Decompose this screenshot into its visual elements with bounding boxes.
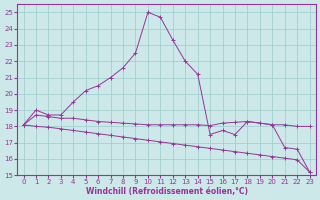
X-axis label: Windchill (Refroidissement éolien,°C): Windchill (Refroidissement éolien,°C) [85, 187, 248, 196]
